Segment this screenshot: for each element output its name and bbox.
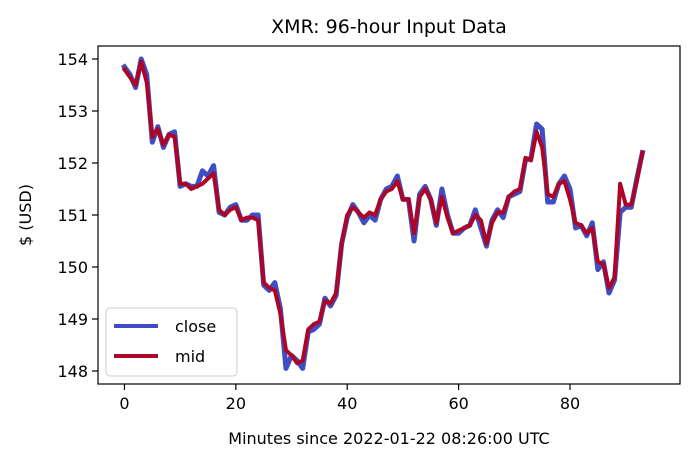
x-axis: 0 20 40 60 80 — [119, 384, 580, 413]
legend-box — [105, 307, 238, 377]
chart-title: XMR: 96-hour Input Data — [271, 16, 507, 38]
x-tick-label: 0 — [119, 394, 129, 413]
y-tick-label: 154 — [57, 50, 88, 69]
x-tick-label: 60 — [448, 394, 468, 413]
y-tick-label: 148 — [57, 362, 88, 381]
series-line-mid — [121, 59, 645, 366]
legend: close mid — [105, 307, 238, 377]
y-axis: 148 149 150 151 152 153 154 — [57, 50, 98, 381]
y-tick-label: 152 — [57, 154, 88, 173]
legend-label-close: close — [175, 317, 216, 336]
y-tick-label: 149 — [57, 310, 88, 329]
x-axis-label: Minutes since 2022-01-22 08:26:00 UTC — [228, 429, 549, 448]
y-axis-label: $ (USD) — [16, 184, 35, 246]
legend-label-mid: mid — [175, 347, 205, 366]
y-tick-label: 153 — [57, 102, 88, 121]
y-tick-label: 150 — [57, 258, 88, 277]
series-layer — [120, 56, 646, 371]
x-tick-label: 40 — [337, 394, 357, 413]
x-tick-label: 80 — [560, 394, 580, 413]
y-tick-label: 151 — [57, 206, 88, 225]
x-tick-label: 20 — [226, 394, 246, 413]
